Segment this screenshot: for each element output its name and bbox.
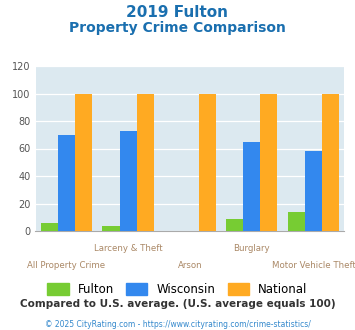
Bar xyxy=(288,212,305,231)
Bar xyxy=(198,93,215,231)
Text: Burglary: Burglary xyxy=(233,244,270,253)
Text: Larceny & Theft: Larceny & Theft xyxy=(94,244,163,253)
Text: Motor Vehicle Theft: Motor Vehicle Theft xyxy=(272,261,355,270)
Bar xyxy=(226,218,243,231)
Bar xyxy=(58,135,75,231)
Bar xyxy=(243,142,260,231)
Bar xyxy=(120,131,137,231)
Text: All Property Crime: All Property Crime xyxy=(27,261,105,270)
Bar xyxy=(75,93,92,231)
Text: © 2025 CityRating.com - https://www.cityrating.com/crime-statistics/: © 2025 CityRating.com - https://www.city… xyxy=(45,320,310,329)
Bar xyxy=(102,225,120,231)
Bar xyxy=(260,93,278,231)
Text: Property Crime Comparison: Property Crime Comparison xyxy=(69,21,286,35)
Text: 2019 Fulton: 2019 Fulton xyxy=(126,5,229,20)
Legend: Fulton, Wisconsin, National: Fulton, Wisconsin, National xyxy=(43,278,312,301)
Text: Arson: Arson xyxy=(178,261,202,270)
Bar xyxy=(305,151,322,231)
Bar xyxy=(137,93,154,231)
Bar xyxy=(40,223,58,231)
Bar xyxy=(322,93,339,231)
Text: Compared to U.S. average. (U.S. average equals 100): Compared to U.S. average. (U.S. average … xyxy=(20,299,335,309)
